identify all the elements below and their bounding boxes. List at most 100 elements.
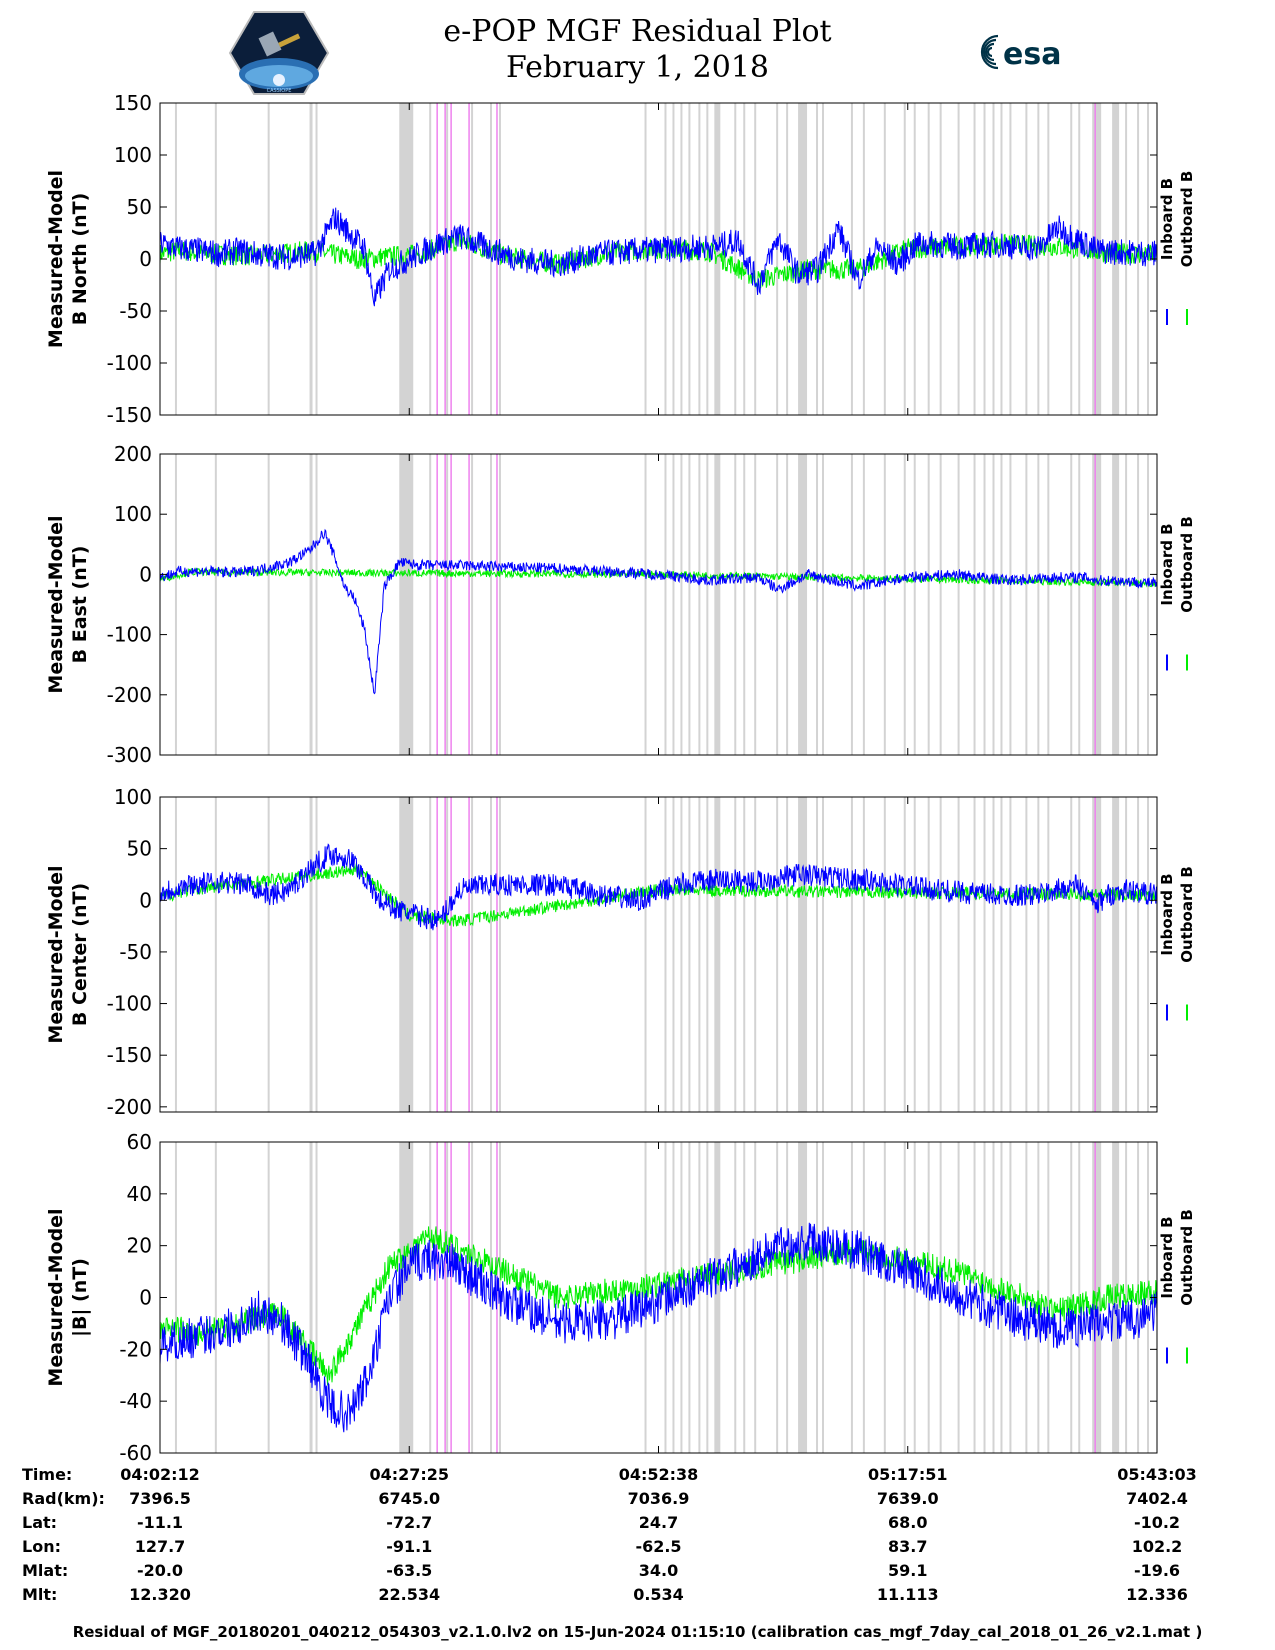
gap-band (798, 1142, 808, 1453)
gap-band (664, 103, 667, 415)
gap-band (883, 1142, 886, 1453)
gap-band (939, 797, 942, 1112)
gap-band (399, 797, 414, 1112)
gap-band (754, 1142, 757, 1453)
orbit-info-label: Mlt: (22, 1585, 58, 1604)
y-tick-label: 0 (139, 562, 152, 586)
gap-band (927, 797, 930, 1112)
gap-band (214, 454, 217, 755)
title-line-2: February 1, 2018 (505, 50, 769, 85)
panel-3: 100 50 0 -50 -100 -150 -200 Measured-Model B Cen… (45, 785, 1196, 1119)
gap-band (1078, 103, 1081, 415)
y-tick-label: -20 (119, 1337, 152, 1361)
gap-band (680, 454, 683, 755)
gap-band (1047, 454, 1050, 755)
gap-band (267, 797, 270, 1112)
gap-band (903, 797, 906, 1112)
inboard-series-line (159, 528, 1158, 695)
gap-band (983, 1142, 986, 1453)
gap-band (688, 797, 691, 1112)
gap-band (1125, 454, 1128, 755)
orbit-info-label: Time: (22, 1465, 73, 1484)
gap-band (471, 103, 474, 415)
outboard-series-line (159, 1226, 1158, 1386)
gap-band (1000, 797, 1003, 1112)
inboard-series-line (159, 843, 1158, 931)
gap-band (1125, 797, 1128, 1112)
gap-band (490, 797, 493, 1112)
gap-band (1147, 1142, 1150, 1453)
orbit-info-value: 6745.0 (378, 1489, 441, 1508)
gap-band (734, 103, 737, 415)
gap-band (309, 1142, 313, 1453)
gap-band (429, 1142, 432, 1453)
gap-band (822, 1142, 825, 1453)
gap-band (973, 103, 976, 415)
y-tick-label: -100 (107, 623, 152, 647)
gap-band (1070, 1142, 1073, 1453)
orbit-info-value: 68.0 (888, 1513, 928, 1532)
gap-band (399, 1142, 414, 1453)
gap-band (672, 454, 675, 755)
orbit-info-label: Lon: (22, 1537, 61, 1556)
gap-band (913, 1142, 916, 1453)
gap-band (446, 103, 449, 415)
y-axis-label: Measured-Model B North (nT) (45, 170, 91, 348)
gap-band (734, 1142, 737, 1453)
gap-band (862, 454, 865, 755)
gap-band (309, 454, 313, 755)
x-tick-label: 04:52:38 (618, 1465, 699, 1484)
gap-band (1137, 454, 1140, 755)
y-axis-label-line-1: Measured-Model (45, 1208, 67, 1386)
y-axis-label: Measured-Model B Center (nT) (45, 865, 91, 1043)
y-tick-label: -150 (107, 403, 152, 427)
gap-band (927, 1142, 930, 1453)
gap-band (957, 454, 960, 755)
y-tick-label: 50 (127, 195, 152, 219)
y-tick-label: -200 (107, 683, 152, 707)
gap-band (776, 797, 779, 1112)
y-axis-label-line-2: |B| (nT) (69, 1258, 91, 1337)
gap-band (776, 103, 779, 415)
gap-band (1137, 1142, 1140, 1453)
gap-band (913, 797, 916, 1112)
gap-band (913, 103, 916, 415)
gap-band (714, 454, 721, 755)
title-line-1: e-POP MGF Residual Plot (443, 14, 832, 49)
gap-band (1112, 454, 1120, 755)
gap-band (429, 454, 432, 755)
y-axis-label-line-1: Measured-Model (45, 170, 67, 348)
orbit-info-value: 24.7 (638, 1513, 679, 1532)
gap-band (734, 797, 737, 1112)
gap-band (992, 103, 995, 415)
gap-band (1025, 103, 1028, 415)
y-axis-label-line-2: B East (nT) (69, 546, 91, 664)
svg-text:CASSIOPE: CASSIOPE (267, 88, 292, 94)
orbit-info-value: -63.5 (386, 1561, 433, 1580)
gap-band (1147, 454, 1150, 755)
orbit-info-label: Rad(km): (22, 1489, 105, 1508)
y-tick-label: 20 (127, 1234, 152, 1258)
y-axis-label-line-2: B North (nT) (69, 193, 91, 326)
gap-band (714, 797, 721, 1112)
gap-band (644, 103, 647, 415)
panel-4: 60 40 20 0 -20 -40 -60 Measured-Model |B| (nT) In… (45, 1130, 1196, 1462)
gap-band (816, 454, 819, 755)
svg-text:esa: esa (1003, 37, 1061, 72)
gap-band (698, 454, 701, 755)
y-tick-label: -60 (119, 1441, 152, 1462)
gap-band (927, 454, 930, 755)
orbit-info-label: Mlat: (22, 1561, 69, 1580)
gap-band (1092, 797, 1102, 1112)
chart-title: e-POP MGF Residual Plot February 1, 2018 (0, 14, 1275, 86)
gap-band (798, 454, 808, 755)
gap-band (446, 1142, 449, 1453)
legend-outboard-label: Outboard B (1178, 1209, 1196, 1306)
gap-band (992, 1142, 995, 1453)
gap-band (743, 1142, 746, 1453)
gap-band (939, 454, 942, 755)
orbit-info-value: -11.1 (136, 1513, 184, 1532)
gap-band (1070, 103, 1073, 415)
gap-band (1009, 454, 1012, 755)
